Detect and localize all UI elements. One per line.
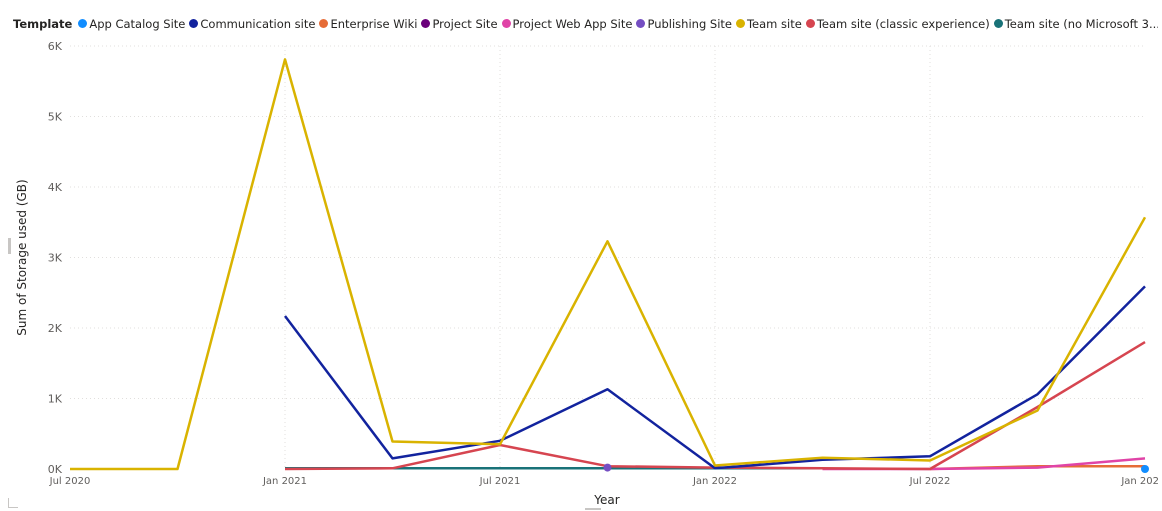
x-tick-label: Jul 2022 [909,476,951,487]
chart-legend: Template App Catalog Site Communication s… [13,15,1158,33]
legend-item[interactable]: App Catalog Site [78,17,185,31]
y-tick-label: 1K [48,393,63,406]
legend-label: Team site [746,16,802,31]
legend-item[interactable]: Project Site [421,16,498,31]
x-tick-label: Jul 2021 [479,476,521,487]
y-tick-label: 6K [48,40,63,53]
legend-items: App Catalog Site Communication site Enterp… [78,17,1158,32]
legend-marker [805,19,815,29]
x-tick-label: Jan 2021 [262,476,307,487]
legend-label: Communication site [200,16,316,31]
y-tick-label: 0K [48,463,63,476]
x-axis-title: Year [593,493,619,507]
y-tick-label: 3K [48,252,63,265]
resize-handle-left[interactable] [8,238,11,254]
legend-item[interactable]: Team site (no Microsoft 3... [993,16,1158,31]
series-point [1141,465,1149,473]
series-line [70,58,1147,471]
legend-label: Enterprise Wiki [330,16,418,31]
legend-marker [421,19,431,29]
legend-label: App Catalog Site [89,16,186,31]
resize-handle-bottom[interactable] [585,508,601,510]
legend-label: Team site (classic experience) [816,16,990,31]
legend-item[interactable]: Team site (classic experience) [805,16,990,31]
series-point [603,463,612,472]
legend-label: Project Site [432,16,498,31]
legend-label: Team site (no Microsoft 3... [1004,16,1158,31]
legend-marker [501,19,511,29]
legend-item[interactable]: Publishing Site [636,17,732,31]
legend-marker [189,19,199,29]
legend-item[interactable]: Communication site [189,17,315,31]
legend-item[interactable]: Project Web App Site [501,16,633,31]
legend-marker [78,19,88,29]
y-tick-label: 5K [48,111,63,124]
legend-marker [636,19,646,29]
legend-item[interactable]: Team site [735,16,802,31]
y-tick-label: 2K [48,322,63,335]
resize-corner[interactable] [8,498,18,508]
x-tick-label: Jan 202 [1120,476,1159,487]
legend-label: Project Web App Site [512,16,633,31]
x-tick-label: Jan 2022 [692,476,737,487]
x-tick-label: Jul 2020 [49,476,91,487]
legend-marker [735,19,745,29]
y-tick-label: 4K [48,181,63,194]
legend-marker [993,19,1003,29]
legend-title: Template [13,17,73,31]
series-line [284,285,1146,470]
legend-label: Publishing Site [647,16,732,31]
y-axis-title: Sum of Storage used (GB) [15,179,29,335]
legend-item[interactable]: Enterprise Wiki [319,17,417,31]
legend-marker [319,19,329,29]
